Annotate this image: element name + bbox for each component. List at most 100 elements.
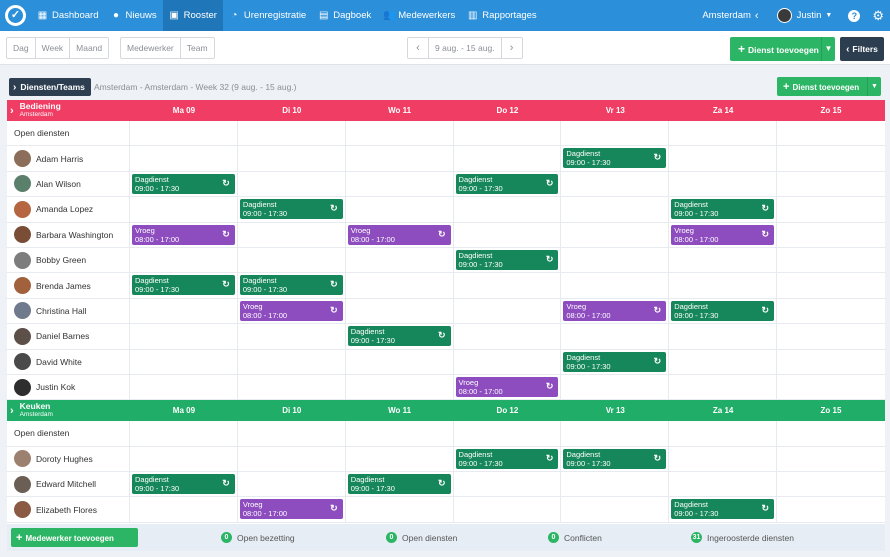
chevron-left-icon[interactable]: ‹ (754, 9, 759, 22)
schedule-cell[interactable] (238, 446, 346, 472)
row-name-cell[interactable]: Open diensten (7, 421, 130, 446)
schedule-cell[interactable]: Dagdienst 09:00 - 17:30 ↻ (130, 273, 238, 298)
nav-item-dashboard[interactable]: ▦ Dashboard (31, 0, 104, 31)
schedule-cell[interactable] (561, 171, 670, 197)
row-name-cell[interactable]: Edward Mitchell (7, 472, 130, 497)
chevron-right-icon[interactable]: › (10, 404, 14, 417)
repeat-icon[interactable]: ↻ (330, 503, 338, 514)
schedule-cell[interactable] (669, 324, 778, 349)
schedule-cell[interactable] (238, 421, 346, 446)
nav-item-rapportages[interactable]: ▥ Rapportages (461, 0, 542, 31)
schedule-cell[interactable] (561, 222, 670, 247)
schedule-cell[interactable]: Dagdienst 09:00 - 17:30 ↻ (346, 472, 454, 497)
shift-block[interactable]: Dagdienst 09:00 - 17:30 ↻ (239, 199, 343, 220)
shift-block[interactable]: Vroeg 08:00 - 17:00 ↻ (132, 224, 235, 245)
view-month-button[interactable]: Maand (76, 43, 103, 53)
schedule-cell[interactable] (346, 374, 454, 400)
schedule-cell[interactable]: Dagdienst 09:00 - 17:30 ↻ (669, 197, 778, 222)
date-range-label[interactable]: 9 aug. - 15 aug. (428, 38, 502, 58)
schedule-cell[interactable] (669, 472, 778, 497)
schedule-cell[interactable] (669, 273, 778, 298)
schedule-cell[interactable] (238, 374, 346, 400)
schedule-cell[interactable] (777, 197, 885, 221)
schedule-cell[interactable] (777, 324, 885, 348)
schedule-cell[interactable] (777, 223, 885, 247)
schedule-cell[interactable] (669, 121, 778, 146)
nav-item-nieuws[interactable]: ● Nieuws (104, 0, 162, 31)
schedule-cell[interactable] (561, 374, 670, 400)
shift-block[interactable]: Dagdienst 09:00 - 17:30 ↻ (563, 351, 667, 372)
schedule-cell[interactable] (238, 121, 346, 146)
schedule-cell[interactable] (777, 248, 885, 272)
add-shift-secondary-button[interactable]: + Dienst toevoegen ▼ (777, 77, 881, 96)
repeat-icon[interactable]: ↻ (653, 452, 662, 463)
repeat-icon[interactable]: ↻ (330, 304, 338, 315)
schedule-cell[interactable] (454, 222, 562, 247)
shift-block[interactable]: Dagdienst 09:00 - 17:30 ↻ (671, 300, 775, 321)
schedule-cell[interactable] (130, 497, 238, 522)
shift-block[interactable]: Dagdienst 09:00 - 17:30 ↻ (455, 173, 559, 194)
schedule-cell[interactable] (346, 421, 454, 446)
repeat-icon[interactable]: ↻ (437, 478, 446, 489)
schedule-cell[interactable]: Dagdienst 09:00 - 17:30 ↻ (454, 446, 562, 472)
schedule-cell[interactable] (777, 146, 885, 170)
schedule-cell[interactable] (238, 472, 346, 497)
schedule-cell[interactable] (777, 472, 885, 496)
schedule-cell[interactable] (130, 146, 238, 171)
row-name-cell[interactable]: Barbara Washington (7, 222, 130, 247)
schedule-cell[interactable]: Vroeg 08:00 - 17:00 ↻ (669, 222, 778, 247)
schedule-cell[interactable] (238, 247, 346, 273)
repeat-icon[interactable]: ↻ (545, 253, 554, 264)
schedule-cell[interactable] (669, 374, 778, 400)
schedule-cell[interactable] (777, 273, 885, 297)
row-name-cell[interactable]: David White (7, 349, 130, 374)
schedule-cell[interactable]: Dagdienst 09:00 - 17:30 ↻ (346, 324, 454, 349)
shift-block[interactable]: Dagdienst 09:00 - 17:30 ↻ (563, 148, 667, 169)
repeat-icon[interactable]: ↻ (761, 203, 770, 214)
previous-week-button[interactable]: ‹ (416, 42, 420, 54)
shift-block[interactable]: Dagdienst 09:00 - 17:30 ↻ (132, 173, 235, 194)
row-name-cell[interactable]: Adam Harris (7, 146, 130, 171)
repeat-icon[interactable]: ↻ (330, 203, 338, 214)
shifts-teams-toggle[interactable]: › Diensten/Teams (9, 78, 91, 96)
schedule-cell[interactable] (130, 349, 238, 374)
nav-item-urenregistratie[interactable]: ◔ Urenregistratie (223, 0, 312, 31)
schedule-cell[interactable] (346, 197, 454, 222)
schedule-cell[interactable]: Vroeg 08:00 - 17:00 ↻ (238, 298, 346, 324)
schedule-cell[interactable] (561, 472, 670, 497)
group-title[interactable]: › Bediening Amsterdam (7, 102, 130, 119)
chevron-down-icon[interactable]: ▼ (821, 37, 835, 61)
schedule-cell[interactable] (777, 375, 885, 399)
group-employee-button[interactable]: Medewerker (121, 38, 181, 58)
schedule-cell[interactable] (130, 421, 238, 446)
repeat-icon[interactable]: ↻ (545, 452, 554, 463)
view-week-button[interactable]: Week (36, 38, 71, 58)
schedule-cell[interactable] (130, 374, 238, 400)
repeat-icon[interactable]: ↻ (761, 228, 770, 239)
repeat-icon[interactable]: ↻ (761, 503, 770, 514)
schedule-cell[interactable] (346, 247, 454, 273)
schedule-cell[interactable] (561, 121, 670, 146)
shift-block[interactable]: Dagdienst 09:00 - 17:30 ↻ (563, 448, 667, 469)
schedule-cell[interactable]: Dagdienst 09:00 - 17:30 ↻ (238, 197, 346, 222)
shift-block[interactable]: Dagdienst 09:00 - 17:30 ↻ (347, 474, 451, 495)
schedule-cell[interactable] (238, 349, 346, 374)
row-name-cell[interactable]: Doroty Hughes (7, 446, 130, 472)
schedule-cell[interactable] (777, 299, 885, 323)
schedule-cell[interactable] (346, 171, 454, 197)
schedule-cell[interactable] (238, 146, 346, 171)
schedule-cell[interactable]: Vroeg 08:00 - 17:00 ↻ (346, 222, 454, 247)
schedule-cell[interactable] (561, 247, 670, 273)
repeat-icon[interactable]: ↻ (222, 279, 230, 290)
repeat-icon[interactable]: ↻ (653, 304, 662, 315)
schedule-cell[interactable]: Dagdienst 09:00 - 17:30 ↻ (669, 497, 778, 522)
shift-block[interactable]: Dagdienst 09:00 - 17:30 ↻ (671, 499, 775, 520)
schedule-cell[interactable] (454, 121, 562, 146)
schedule-cell[interactable] (238, 222, 346, 247)
add-shift-button[interactable]: + Dienst toevoegen ▼ (730, 37, 835, 61)
location-label[interactable]: Amsterdam (702, 10, 751, 21)
group-title[interactable]: › Keuken Amsterdam (7, 402, 130, 419)
schedule-cell[interactable] (130, 197, 238, 222)
schedule-cell[interactable] (777, 497, 885, 521)
row-name-cell[interactable]: Justin Kok (7, 374, 130, 400)
